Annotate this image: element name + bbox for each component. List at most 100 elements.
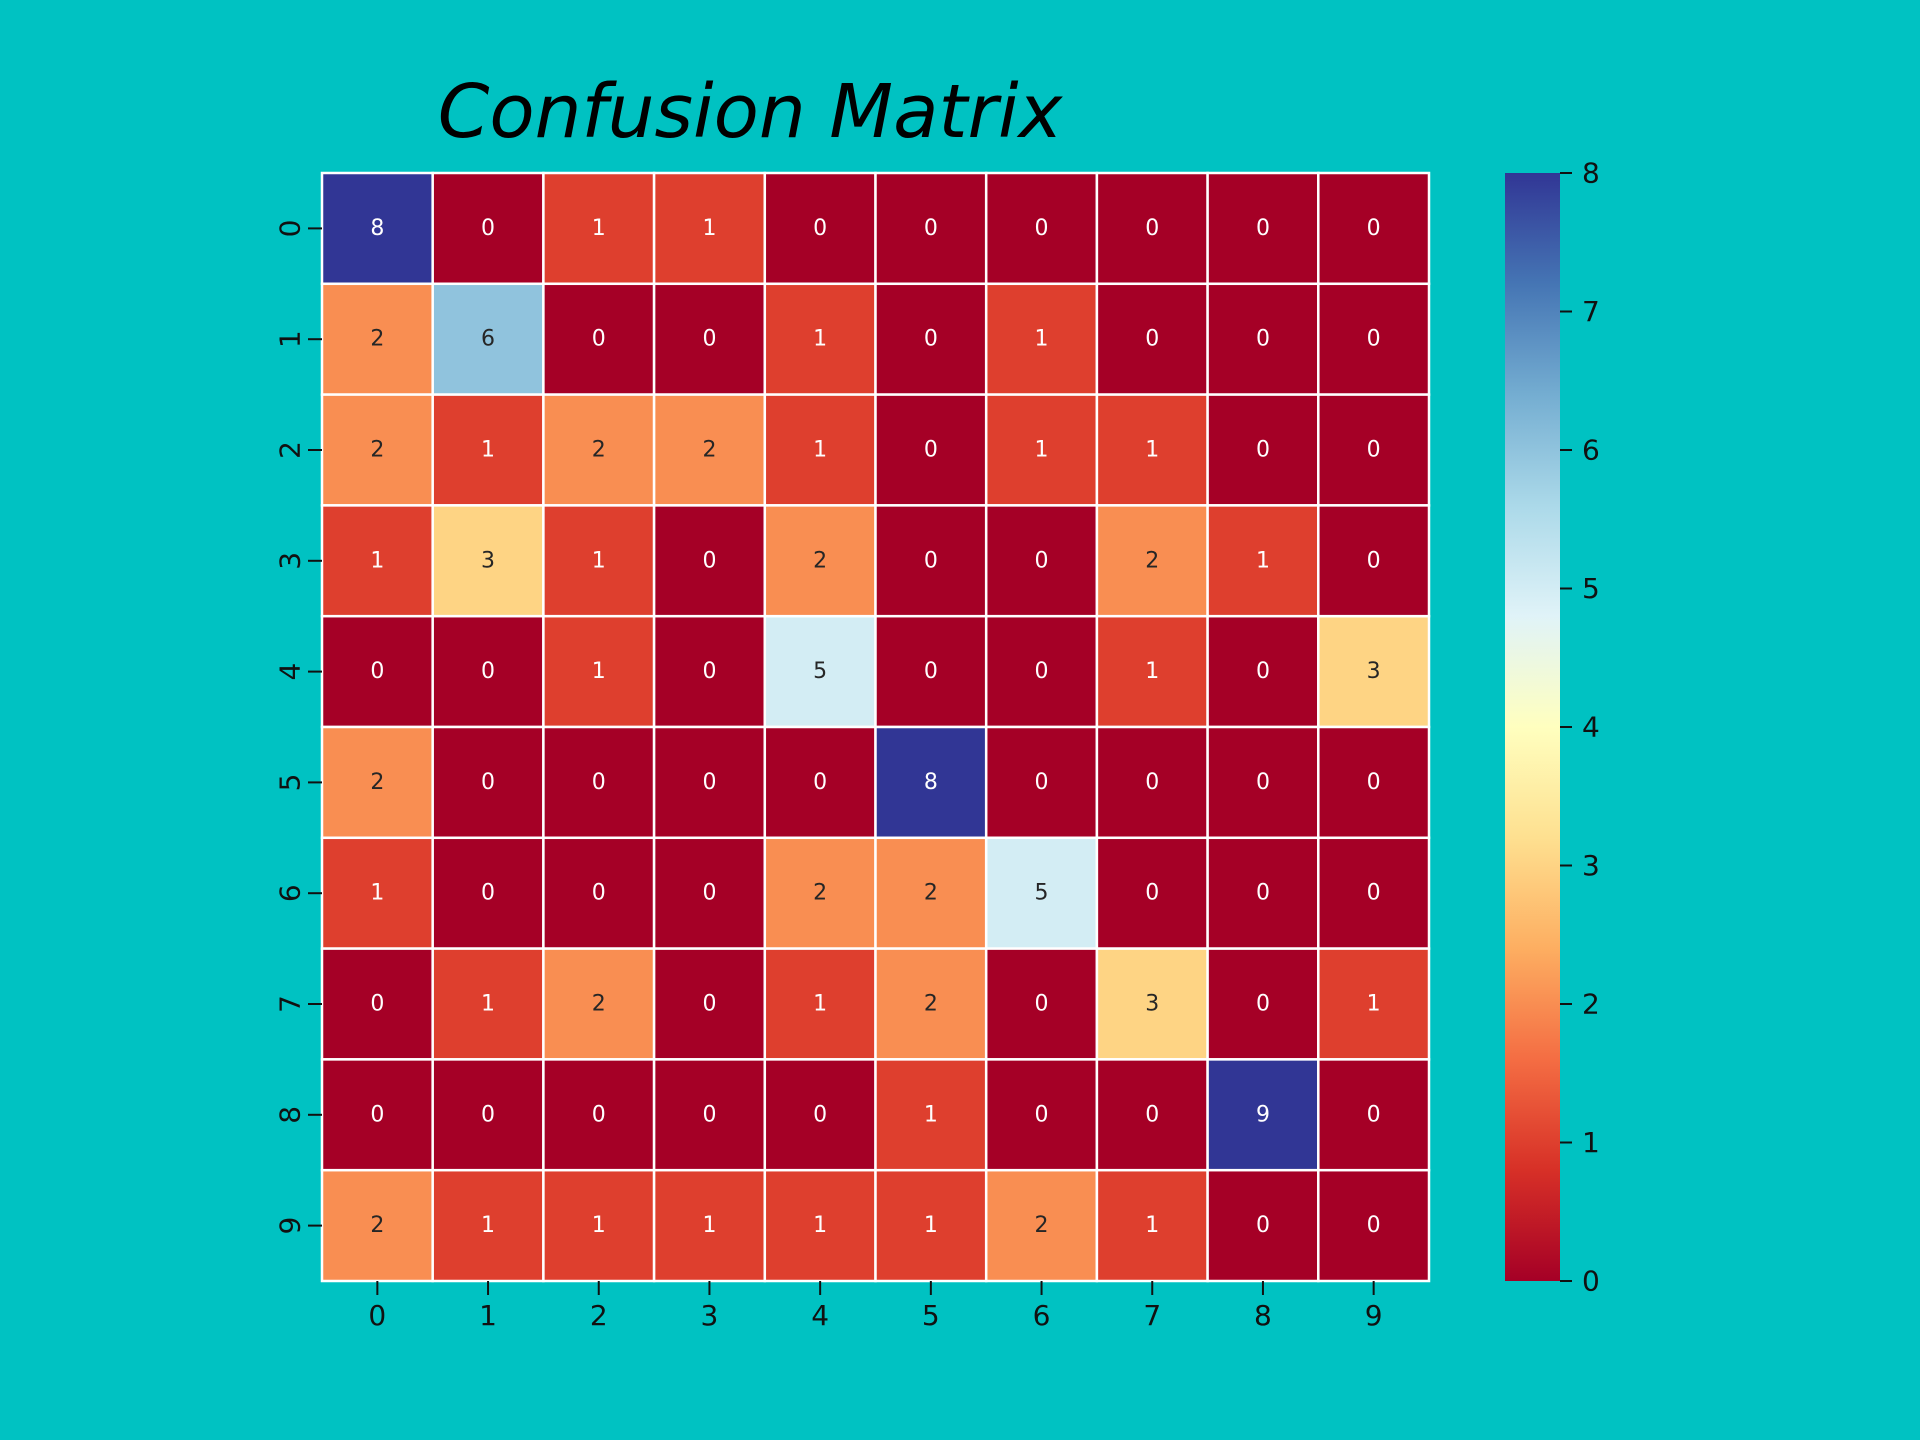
cell-value-r5-c3: 0 — [702, 770, 716, 795]
cell-value-r6-c8: 0 — [1256, 881, 1270, 906]
cell-value-r2-c5: 0 — [924, 438, 938, 463]
heatmap-cell-r8-c1 — [431, 1058, 545, 1172]
heatmap-cell-r4-c6 — [984, 614, 1099, 729]
cell-value-r1-c3: 0 — [702, 327, 716, 352]
heatmap-cell-r4-c5 — [874, 614, 988, 729]
heatmap-cell-r8-c4 — [763, 1058, 877, 1172]
cell-value-r4-c9: 3 — [1367, 659, 1381, 684]
heatmap-cell-r9-c9 — [1317, 1168, 1431, 1283]
x-axis: 0 1 2 3 4 5 6 7 8 9 — [368, 1281, 1383, 1332]
cell-value-r9-c9: 0 — [1367, 1213, 1381, 1238]
heatmap-cell-r2-c7 — [1095, 393, 1209, 507]
heatmap-cell-r2-c0 — [320, 393, 434, 507]
cell-value-r1-c8: 0 — [1256, 327, 1270, 352]
heatmap-cell-r5-c8 — [1206, 725, 1320, 840]
cell-value-r5-c7: 0 — [1145, 770, 1159, 795]
cell-value-r1-c9: 0 — [1367, 327, 1381, 352]
cell-value-r1-c1: 6 — [481, 327, 495, 352]
cell-value-r4-c4: 5 — [813, 659, 827, 684]
heatmap-cell-r7-c6 — [984, 947, 1099, 1061]
x-tick-label-7: 7 — [1143, 1299, 1161, 1332]
cell-value-r9-c3: 1 — [702, 1213, 716, 1238]
colorbar: 0 1 2 3 4 5 6 7 8 — [1505, 157, 1600, 1298]
cell-value-r8-c2: 0 — [592, 1102, 606, 1127]
cell-value-r7-c5: 2 — [924, 992, 938, 1017]
heatmap-cell-r4-c4 — [763, 614, 877, 729]
heatmap-cell-r9-c8 — [1206, 1168, 1320, 1283]
y-tick-label-0: 0 — [274, 219, 307, 237]
cell-value-r6-c4: 2 — [813, 881, 827, 906]
colorbar-tick-label-3: 3 — [1582, 849, 1600, 882]
cell-value-r7-c6: 0 — [1035, 992, 1049, 1017]
heatmap-cell-r9-c0 — [320, 1168, 434, 1283]
colorbar-tick-label-0: 0 — [1582, 1265, 1600, 1298]
y-tick-label-2: 2 — [274, 441, 307, 459]
heatmap-cell-r7-c1 — [431, 947, 545, 1061]
heatmap-cell-r7-c3 — [652, 947, 767, 1061]
heatmap-cell-r9-c4 — [763, 1168, 877, 1283]
cell-value-r5-c4: 0 — [813, 770, 827, 795]
cell-value-r9-c7: 1 — [1145, 1213, 1159, 1238]
cell-value-r2-c3: 2 — [702, 438, 716, 463]
heatmap-cell-r7-c4 — [763, 947, 877, 1061]
cell-value-r7-c3: 0 — [702, 992, 716, 1017]
cell-value-r1-c4: 1 — [813, 327, 827, 352]
heatmap-cell-r6-c7 — [1095, 836, 1209, 950]
heatmap-cell-r4-c8 — [1206, 614, 1320, 729]
cell-value-r6-c9: 0 — [1367, 881, 1381, 906]
cell-value-r8-c1: 0 — [481, 1102, 495, 1127]
cell-value-r8-c5: 1 — [924, 1102, 938, 1127]
heatmap-cell-r2-c8 — [1206, 393, 1320, 507]
cell-value-r9-c1: 1 — [481, 1213, 495, 1238]
cell-value-r9-c4: 1 — [813, 1213, 827, 1238]
x-tick-label-6: 6 — [1033, 1299, 1051, 1332]
x-tick-label-5: 5 — [922, 1299, 940, 1332]
heatmap-cell-r1-c8 — [1206, 282, 1320, 396]
y-axis: 0 1 2 3 4 5 6 7 8 9 — [274, 219, 322, 1235]
chart-title: Confusion Matrix — [438, 69, 1064, 155]
cell-value-r1-c6: 1 — [1035, 327, 1049, 352]
cell-value-r9-c8: 0 — [1256, 1213, 1270, 1238]
cell-value-r5-c6: 0 — [1035, 770, 1049, 795]
x-tick-label-9: 9 — [1365, 1299, 1383, 1332]
cell-value-r8-c9: 0 — [1367, 1102, 1381, 1127]
cell-value-r2-c1: 1 — [481, 438, 495, 463]
y-tick-label-3: 3 — [274, 552, 307, 570]
heatmap-cell-r3-c0 — [320, 504, 434, 618]
heatmap-cell-r0-c5 — [874, 171, 988, 286]
cell-value-r6-c3: 0 — [702, 881, 716, 906]
cell-value-r7-c0: 0 — [370, 992, 384, 1017]
heatmap-cell-r0-c9 — [1317, 171, 1431, 286]
cell-value-r3-c4: 2 — [813, 548, 827, 573]
colorbar-tick-label-1: 1 — [1582, 1126, 1600, 1159]
heatmap-cell-r1-c7 — [1095, 282, 1209, 396]
colorbar-tick-label-8: 8 — [1582, 157, 1600, 190]
heatmap-cell-r8-c6 — [984, 1058, 1099, 1172]
cell-value-r3-c2: 1 — [592, 548, 606, 573]
heatmap-cell-r6-c9 — [1317, 836, 1431, 950]
y-tick-label-9: 9 — [274, 1217, 307, 1235]
heatmap-cell-r7-c8 — [1206, 947, 1320, 1061]
cell-value-r3-c8: 1 — [1256, 548, 1270, 573]
cell-value-r8-c6: 0 — [1035, 1102, 1049, 1127]
x-tick-label-8: 8 — [1254, 1299, 1272, 1332]
cell-value-r7-c1: 1 — [481, 992, 495, 1017]
cell-value-r0-c9: 0 — [1367, 216, 1381, 241]
cell-value-r7-c4: 1 — [813, 992, 827, 1017]
cell-value-r2-c7: 1 — [1145, 438, 1159, 463]
heatmap-cell-r7-c2 — [542, 947, 656, 1061]
cell-value-r8-c7: 0 — [1145, 1102, 1159, 1127]
heatmap-cell-r7-c7 — [1095, 947, 1209, 1061]
heatmap-cell-r3-c5 — [874, 504, 988, 618]
heatmap-cell-r1-c1 — [431, 282, 545, 396]
cell-value-r4-c1: 0 — [481, 659, 495, 684]
y-tick-label-4: 4 — [274, 663, 307, 681]
heatmap-cell-r8-c8 — [1206, 1058, 1320, 1172]
heatmap-cell-r2-c6 — [984, 393, 1099, 507]
cell-value-r4-c6: 0 — [1035, 659, 1049, 684]
cell-value-r4-c7: 1 — [1145, 659, 1159, 684]
cell-value-r0-c3: 1 — [702, 216, 716, 241]
heatmap-cell-r4-c2 — [542, 614, 656, 729]
y-tick-label-7: 7 — [274, 995, 307, 1013]
